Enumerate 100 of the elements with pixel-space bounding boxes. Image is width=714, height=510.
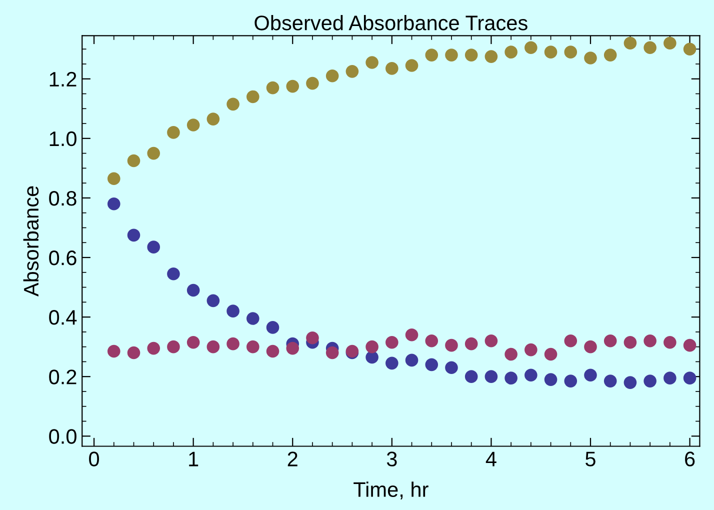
point: [306, 76, 319, 90]
point: [266, 344, 280, 358]
point: [326, 346, 339, 360]
x-axis-title: Time, hr: [354, 482, 428, 500]
point: [186, 284, 200, 297]
point: [604, 334, 617, 348]
y-tick-label: 0.6: [49, 250, 76, 266]
point: [366, 56, 378, 69]
point: [127, 228, 140, 242]
point: [624, 336, 637, 349]
point: [484, 370, 498, 383]
point: [683, 338, 696, 352]
point: [604, 48, 617, 62]
point: [107, 198, 120, 210]
point: [107, 344, 120, 358]
point: [405, 354, 418, 367]
point: [206, 340, 220, 354]
point: [107, 172, 120, 186]
point: [504, 46, 518, 58]
point: [683, 42, 696, 56]
point: [186, 336, 200, 349]
point: [544, 373, 558, 386]
point: [683, 372, 696, 384]
point: [186, 118, 200, 132]
point: [386, 336, 398, 349]
point: [644, 334, 656, 348]
y-axis-title: Absorbance: [23, 186, 39, 297]
x-tick-label: 4: [486, 452, 496, 466]
point: [484, 334, 498, 348]
point: [504, 348, 518, 361]
point: [127, 154, 140, 168]
point: [664, 336, 676, 349]
y-tick-label: 0.8: [49, 190, 76, 206]
point: [544, 348, 558, 361]
point: [286, 80, 300, 93]
point: [206, 294, 220, 308]
point: [167, 267, 180, 280]
point: [167, 340, 180, 354]
point: [425, 358, 438, 372]
point: [564, 334, 578, 348]
point: [664, 372, 676, 384]
point: [445, 361, 458, 374]
point: [246, 312, 260, 325]
point: [644, 374, 656, 388]
point: [226, 98, 240, 111]
point: [147, 342, 160, 355]
point: [286, 342, 300, 355]
point: [464, 337, 478, 350]
point: [445, 338, 458, 352]
x-tick-label: 3: [386, 452, 397, 466]
point: [246, 90, 260, 104]
y-tick-label: 1.2: [50, 72, 76, 86]
point: [386, 356, 398, 370]
x-tick-label: 1: [189, 452, 198, 466]
point: [226, 304, 240, 318]
point: [405, 59, 418, 72]
point: [584, 340, 597, 354]
point: [246, 340, 260, 354]
chart-title: Observed Absorbance Traces: [254, 15, 528, 30]
point: [604, 374, 617, 388]
x-tick-label: 2: [288, 452, 298, 466]
point: [624, 376, 637, 389]
point: [564, 46, 578, 58]
point: [206, 112, 220, 126]
point: [167, 126, 180, 139]
y-tick-label: 0.0: [49, 429, 76, 444]
point: [584, 52, 597, 64]
point: [624, 36, 637, 50]
point: [306, 331, 319, 344]
point: [266, 321, 280, 334]
point: [564, 374, 578, 388]
point: [346, 65, 359, 78]
point: [366, 340, 378, 354]
point: [266, 81, 280, 94]
point: [425, 334, 438, 348]
point: [127, 346, 140, 360]
point: [147, 146, 160, 160]
point: [584, 368, 597, 382]
x-tick-label: 0: [89, 452, 100, 466]
point: [484, 50, 498, 63]
point: [226, 337, 240, 350]
point: [524, 343, 538, 356]
y-tick-label: 1.0: [50, 131, 76, 146]
point: [524, 41, 538, 54]
y-tick-label: 0.4: [49, 310, 77, 325]
y-tick-label: 0.2: [49, 370, 76, 384]
point: [386, 62, 398, 75]
point: [326, 69, 339, 82]
x-tick-label: 6: [685, 452, 695, 466]
point: [524, 368, 538, 382]
point: [405, 328, 418, 342]
point: [464, 370, 478, 383]
point: [644, 41, 656, 54]
x-tick-label: 5: [586, 452, 596, 466]
point: [664, 36, 676, 50]
point: [544, 46, 558, 58]
point: [445, 48, 458, 62]
point: [147, 240, 160, 254]
point: [425, 48, 438, 62]
point: [464, 48, 478, 62]
